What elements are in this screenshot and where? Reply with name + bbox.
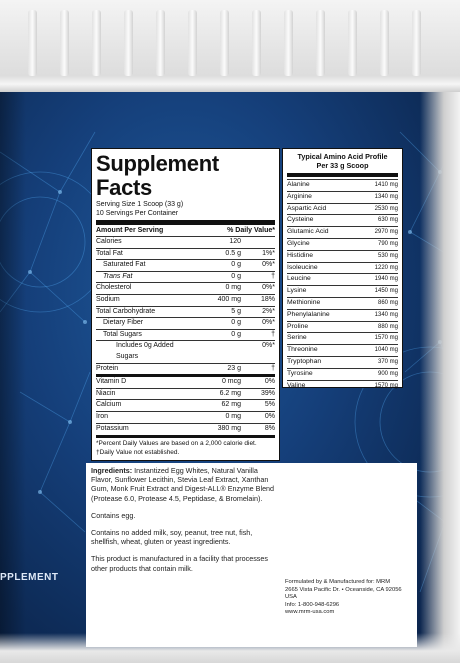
lid-ridge (284, 10, 293, 76)
amino-row: Proline 880 mg (287, 320, 398, 333)
dagger-footnote: †Daily Value not established. (96, 448, 180, 456)
lid-ridge (60, 10, 69, 76)
ingredients-label: Ingredients: (91, 466, 133, 475)
facts-row: Iron 0 mg 0% (96, 410, 275, 423)
lid-ridge (316, 10, 325, 76)
serving-size: Serving Size 1 Scoop (33 g) (96, 201, 184, 208)
amino-title: Typical Amino Acid Profile (297, 152, 388, 161)
supplement-facts-panel: Supplement Facts Serving Size 1 Scoop (3… (91, 148, 280, 461)
amino-row: Glutamic Acid 2970 mg (287, 226, 398, 238)
amino-row: Valine 1570 mg (287, 379, 398, 392)
amino-row: Glycine 790 mg (287, 237, 398, 250)
supplement-facts-title: Supplement Facts (96, 151, 219, 200)
info-panel (86, 463, 417, 647)
amino-row: Cysteine 630 mg (287, 214, 398, 226)
ingredients-list: Instantized Egg Whites, Natural Vanilla … (91, 466, 275, 503)
amino-subtitle: Per 33 g Scoop (316, 161, 369, 170)
servings-per-container: 10 Servings Per Container (96, 210, 179, 217)
lid-ridge (380, 10, 389, 76)
facts-row: Niacin 6.2 mg 39% (96, 387, 275, 400)
ingredients-block: Ingredients: Instantized Egg Whites, Nat… (91, 466, 279, 581)
amino-row: Isoleucine 1220 mg (287, 261, 398, 274)
lid-ridge (188, 10, 197, 76)
facts-row: Dietary Fiber 0 g 0%* (96, 317, 275, 329)
facts-row: Cholesterol 0 mg 0%* (96, 282, 275, 294)
amino-row: Methionine 860 mg (287, 296, 398, 309)
lid-ridge (220, 10, 229, 76)
side-brand-text: PPLEMENT (0, 572, 59, 583)
facts-row: Total Sugars 0 g † (96, 328, 275, 341)
amino-row: Serine 1570 mg (287, 332, 398, 344)
facts-row: Total Fat 0.5 g 1%* (96, 247, 275, 260)
manufacturer-block: Formulated by & Manufactured for: MRM 26… (285, 579, 413, 617)
facts-row: Potassium 380 mg 8% (96, 422, 275, 435)
jar-highlight (420, 92, 460, 663)
facts-row: Trans Fat 0 g † (96, 270, 275, 283)
amino-row: Phenylalanine 1340 mg (287, 308, 398, 321)
lid-ridge (412, 10, 421, 76)
contains-egg: Contains egg. (91, 510, 136, 520)
dv-footnote: *Percent Daily Values are based on a 2,0… (96, 440, 257, 448)
allergen-statement: Contains no added milk, soy, peanut, tre… (91, 528, 253, 547)
lid-ridge (156, 10, 165, 76)
lid-ridge (92, 10, 101, 76)
facts-row: Total Carbohydrate 5 g 2%* (96, 305, 275, 318)
divider (96, 220, 275, 225)
facts-row: Sodium 400 mg 18% (96, 293, 275, 306)
amino-row: Leucine 1940 mg (287, 273, 398, 285)
facts-row: Saturated Fat 0 g 0%* (96, 259, 275, 271)
lid-ridge (348, 10, 357, 76)
amount-header: Amount Per Serving (96, 227, 164, 234)
jar-lid (0, 0, 460, 94)
facts-row: Includes 0g Added Sugars 0%* (96, 340, 275, 362)
manufacturer-line: Formulated by & Manufactured for: MRM (285, 579, 391, 585)
amino-row: Lysine 1450 mg (287, 285, 398, 297)
amino-row: Threonine 1040 mg (287, 344, 398, 356)
lid-rim (0, 76, 460, 92)
dv-header: % Daily Value* (227, 227, 275, 234)
amino-row: Tyrosine 900 mg (287, 367, 398, 380)
manufacturer-address: 2665 Vista Pacific Dr. • Oceanside, CA 9… (285, 586, 402, 601)
manufacturer-website: www.mrm-usa.com (285, 609, 335, 616)
facts-footnote: *Percent Daily Values are based on a 2,0… (96, 435, 275, 457)
facts-row: Calories 120 (96, 236, 275, 248)
jar-shadow (0, 92, 26, 663)
amino-row: Arginine 1340 mg (287, 190, 398, 203)
amino-row: Alanine 1410 mg (287, 179, 398, 191)
amino-acid-panel: Typical Amino Acid Profile Per 33 g Scoo… (282, 148, 403, 389)
facility-statement: This product is manufactured in a facili… (91, 554, 268, 573)
lid-ridge (252, 10, 261, 76)
amino-row: Tryptophan 370 mg (287, 355, 398, 368)
amino-row: Histidine 530 mg (287, 249, 398, 262)
facts-row: Calcium 62 mg 5% (96, 399, 275, 411)
facts-header: Amount Per Serving % Daily Value* (96, 226, 275, 236)
lid-ridge (124, 10, 133, 76)
ingredients-text: Ingredients: Instantized Egg Whites, Nat… (91, 466, 279, 503)
lid-ridge (28, 10, 37, 76)
facts-row: Protein 23 g † (96, 362, 275, 375)
manufacturer-phone: Info: 1-800-948-6296 (285, 601, 340, 608)
amino-row: Aspartic Acid 2530 mg (287, 202, 398, 215)
divider (287, 173, 398, 177)
